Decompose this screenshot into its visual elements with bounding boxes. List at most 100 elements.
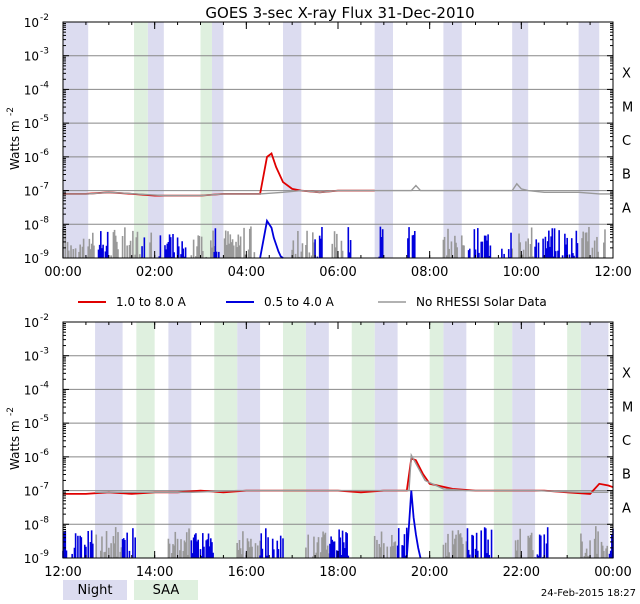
y-axis-label: Watts m [8,120,22,170]
night-band [578,22,600,258]
series-line [63,182,613,197]
flare-class-label: M [622,100,633,115]
y-tick-label: 10 [24,185,39,199]
x-tick-label: 12:00 [44,565,81,580]
night-band [443,322,467,558]
bottom-panel: 10-910-810-710-610-510-410-310 -2ABCMX12:… [6,313,633,580]
y-tick-label: 10 [24,50,39,64]
night-band [374,322,398,558]
y-tick-exponent: -2 [40,313,49,323]
x-tick-label: 02:00 [136,265,173,280]
y-axis-label: Watts m [8,420,22,470]
night-band [580,322,609,558]
legend: 1.0 to 8.0 A 0.5 to 4.0 A No RHESSI Solar … [78,295,547,309]
x-tick-label: 00:00 [44,265,81,280]
flare-class-label: A [622,201,631,216]
y-tick-label: 10 [24,518,39,532]
night-band [63,22,89,258]
y-tick-label: 10 [24,151,39,165]
x-tick-label: 22:00 [503,565,540,580]
night-band [147,22,164,258]
flare-class-label: X [622,367,631,382]
y-tick-exponent: -6 [40,148,49,158]
legend-label: 1.0 to 8.0 A [116,295,187,309]
y-tick-exponent: -9 [40,549,49,559]
x-tick-label: 14:00 [136,565,173,580]
y-tick-exponent: -7 [40,182,49,192]
y-tick-label: 10 [24,218,39,232]
night-band [95,322,123,558]
y-tick-label: 10 [24,383,39,397]
night-band [305,322,329,558]
chart-title: GOES 3-sec X-ray Flux 31-Dec-2010 [205,4,474,22]
y-tick-exponent: -6 [40,448,49,458]
series-line [95,452,609,493]
y-tick-exponent: -2 [40,13,49,23]
y-tick-exponent: -3 [40,47,49,57]
y-tick-label: 10 [24,485,39,499]
saa-band [214,322,238,558]
footer-date: 24-Feb-2015 18:27 [541,588,636,599]
y-tick-exponent: -5 [40,114,49,124]
y-tick-label: 10 [24,117,39,131]
saa-band [134,22,148,258]
saa-band [567,322,581,558]
saa-band [493,322,513,558]
legend-label: No RHESSI Solar Data [416,295,547,309]
x-tick-label: 10:00 [503,265,540,280]
night-band [211,22,224,258]
y-tick-exponent: -4 [40,80,49,90]
x-tick-label: 04:00 [228,265,265,280]
legend-label: 0.5 to 4.0 A [264,295,335,309]
shading-swatch [134,580,198,600]
x-tick-label: 06:00 [319,265,356,280]
flare-class-label: M [622,400,633,415]
y-tick-label: 10 [24,316,39,330]
x-tick-label: 08:00 [411,265,448,280]
y-tick-exponent: -9 [40,249,49,259]
flare-class-label: B [622,168,631,183]
y-tick-label: 10 [24,552,39,566]
x-tick-label: 20:00 [411,565,448,580]
y-axis-label-exponent: -2 [6,407,16,416]
saa-band [136,322,155,558]
shading-label: Night [78,583,113,598]
flare-class-label: C [622,434,631,449]
x-tick-label: 00:00 [594,565,631,580]
shading-label: SAA [153,583,180,598]
top-panel: 10-910-810-710-610-510-410-310 -2ABCMX00:… [6,13,633,280]
night-band [283,22,302,258]
y-tick-exponent: -4 [40,380,49,390]
shading-swatch [63,580,127,600]
x-tick-label: 16:00 [228,565,265,580]
y-tick-label: 10 [24,350,39,364]
night-band [512,322,536,558]
flare-class-label: X [622,67,631,82]
y-tick-exponent: -5 [40,414,49,424]
series-line [259,218,284,259]
night-band [374,22,393,258]
night-band [512,22,529,258]
y-tick-label: 10 [24,16,39,30]
y-axis-label-exponent: -2 [6,107,16,116]
y-tick-label: 10 [24,451,39,465]
x-tick-label: 12:00 [594,265,631,280]
shading-legend: Night SAA [63,580,198,600]
saa-band [429,322,444,558]
y-tick-exponent: -8 [40,215,49,225]
flare-class-label: A [622,501,631,516]
y-tick-label: 10 [24,417,39,431]
y-tick-exponent: -8 [40,515,49,525]
flare-class-label: C [622,134,631,149]
y-tick-exponent: -7 [40,482,49,492]
saa-band [351,322,375,558]
night-band [168,322,192,558]
series-line [405,490,422,559]
saa-band [200,22,212,258]
flare-class-label: B [622,468,631,483]
saa-band [283,322,306,558]
night-band [443,22,462,258]
y-tick-label: 10 [24,83,39,97]
